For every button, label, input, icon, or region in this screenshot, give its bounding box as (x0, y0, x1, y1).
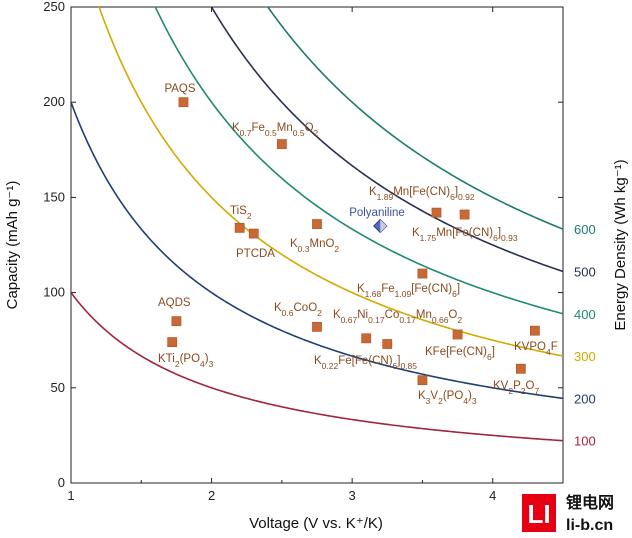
energy-label-400: 400 (574, 307, 596, 322)
point-marker (417, 375, 428, 386)
point-label: Polyaniline (349, 207, 405, 219)
energy-curve-group (71, 7, 563, 442)
y-tick-label: 150 (43, 189, 65, 204)
point-marker (312, 321, 322, 332)
energy-curve-200 (71, 101, 563, 400)
point-label: TiS2 (230, 205, 252, 221)
point-marker (515, 363, 526, 374)
point-label: K0.3MnO2 (290, 238, 339, 254)
x-tick-label: 1 (67, 488, 74, 503)
energy-curve-100 (71, 292, 563, 442)
point-marker (452, 329, 463, 340)
x-axis-title: Voltage (V vs. K⁺/K) (249, 515, 383, 532)
point-marker (178, 97, 189, 108)
plot-frame (70, 6, 564, 484)
energy-label-300: 300 (574, 349, 596, 364)
data-point-group (167, 97, 540, 386)
axis-ticks-group: 1 2 3 4 0 50 100 150 200 250 (43, 0, 563, 503)
point-label: AQDS (158, 297, 191, 309)
x-tick-label: 3 (349, 488, 356, 503)
energy-label-600: 600 (574, 222, 596, 237)
point-label: K0.7Fe0.5Mn0.5O2 (232, 122, 319, 138)
watermark-brand: 锂电网 (566, 493, 614, 512)
point-label: PTCDA (236, 248, 275, 260)
point-marker (417, 268, 428, 279)
y-axis-title: Capacity (mAh g⁻¹) (4, 181, 21, 310)
y-tick-label: 0 (58, 475, 65, 490)
point-marker (312, 219, 322, 229)
point-marker (382, 339, 393, 349)
point-marker (248, 228, 259, 239)
energy-label-100: 100 (574, 434, 596, 449)
watermark-logo: LI (527, 499, 550, 529)
point-marker-highlight (380, 219, 387, 233)
watermark-site: li-b.cn (566, 517, 613, 534)
y-tick-label: 200 (43, 94, 65, 109)
x-tick-label: 2 (208, 488, 215, 503)
energy-curve-400 (154, 7, 563, 315)
point-marker (361, 333, 372, 344)
watermark-logo-box (522, 494, 556, 532)
point-label: KVPO4F (514, 341, 558, 357)
point-label: K0.22Fe[Fe(CN)6]0.85 (314, 355, 417, 371)
point-label: K0.6CoO2 (274, 302, 322, 318)
point-label: K1.75Mn[Fe(CN)6]0.93 (412, 227, 518, 243)
point-label: KTi2(PO4)3 (158, 353, 214, 369)
point-marker (529, 325, 540, 336)
point-marker (431, 207, 442, 218)
right-axis-title: Energy Density (Wh kg⁻¹) (612, 159, 629, 330)
watermark: LI 锂电网 li-b.cn (522, 493, 614, 534)
point-marker (234, 222, 245, 233)
x-tick-label: 4 (489, 488, 496, 503)
energy-label-group: 100 200 300 400 500 600 (574, 222, 596, 449)
point-marker (167, 337, 178, 348)
point-label: KFe[Fe(CN)6] (425, 346, 495, 362)
data-label-group: PAQS K0.7Fe0.5Mn0.5O2 K1.89Mn[Fe(CN)6]0.92… (158, 83, 558, 406)
energy-curve-500 (210, 7, 563, 273)
point-label: K0.67Ni0.17Co0.17Mn0.66O2 (333, 309, 462, 325)
y-tick-label: 100 (43, 285, 65, 300)
energy-label-500: 500 (574, 264, 596, 279)
y-tick-label: 50 (51, 380, 65, 395)
point-label: PAQS (164, 83, 195, 95)
point-marker (276, 139, 287, 149)
energy-curve-600 (266, 7, 563, 230)
energy-curve-300 (98, 7, 563, 357)
point-label: KV2P2O7 (493, 380, 539, 396)
point-label: K1.89Mn[Fe(CN)6]0.92 (369, 186, 475, 202)
point-marker (459, 209, 470, 220)
y-tick-label: 250 (43, 0, 65, 14)
point-label: K3V2(PO4)3 (418, 390, 477, 406)
energy-label-200: 200 (574, 391, 596, 406)
point-marker (171, 316, 182, 327)
point-label: K1.68Fe1.09[Fe(CN)6] (357, 283, 460, 299)
